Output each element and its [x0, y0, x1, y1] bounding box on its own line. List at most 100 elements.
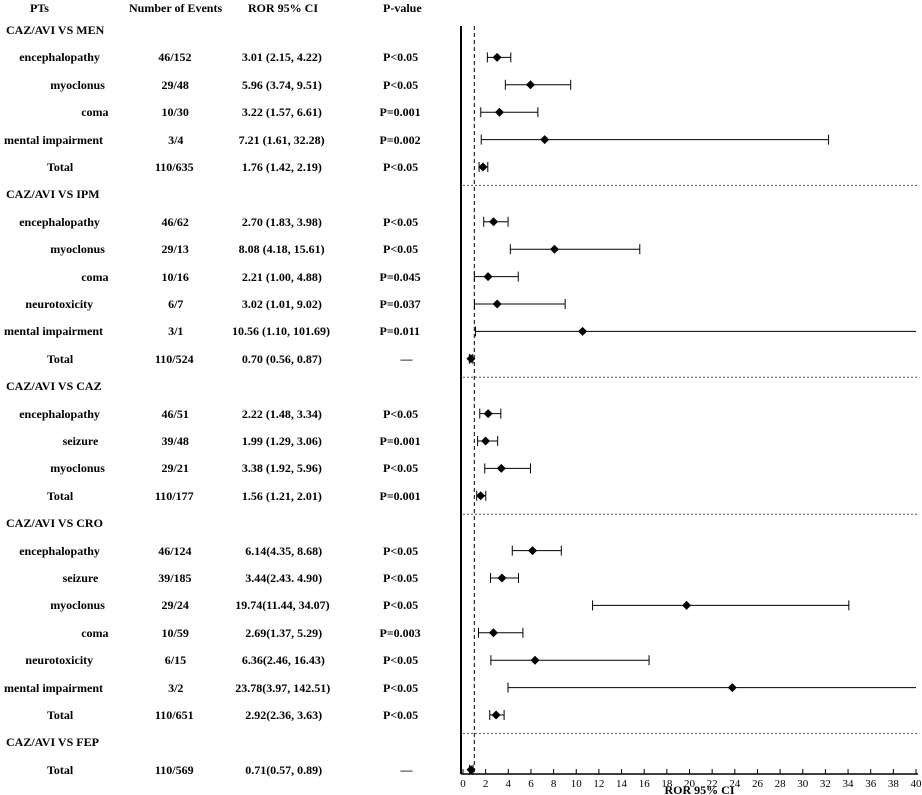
ror-ci-text: 2.21 (1.00, 4.88) [241, 269, 322, 284]
estimate-marker [497, 573, 507, 583]
events-value: 110/524 [154, 351, 194, 366]
pt-label: encephalopathy [19, 543, 100, 558]
ror-ci-text: 3.44(2.43. 4.90) [245, 571, 323, 585]
x-tick-label: 16 [639, 778, 651, 790]
pt-label: encephalopathy [19, 214, 100, 229]
x-tick-label: 36 [865, 778, 877, 790]
estimate-marker [492, 52, 502, 62]
group-title: CAZ/AVI VS CRO [6, 516, 103, 531]
events-value: 29/13 [161, 242, 189, 257]
estimate-marker [727, 683, 737, 693]
p-value: — [400, 351, 413, 366]
pt-label: encephalopathy [19, 50, 100, 65]
p-value: P<0.05 [383, 461, 419, 476]
events-value: 46/152 [158, 50, 192, 65]
ror-ci-text: 1.76 (1.42, 2.19) [241, 160, 322, 174]
header-pts: PTs [30, 1, 49, 15]
events-value: 6/7 [168, 297, 184, 311]
estimate-marker [491, 710, 501, 720]
estimate-marker [466, 354, 476, 364]
pt-label: Total [47, 351, 74, 366]
pt-label: mental impairment [4, 324, 103, 339]
events-value: 29/24 [161, 598, 189, 613]
events-value: 29/48 [161, 77, 189, 92]
p-value: P<0.05 [383, 160, 419, 174]
ror-ci-text: 3.01 (2.15, 4.22) [241, 50, 322, 65]
ror-ci-text: 2.70 (1.83, 3.98) [241, 214, 322, 229]
x-tick-label: 22 [707, 778, 718, 790]
p-value: P=0.001 [379, 488, 421, 503]
x-tick-label: 0 [460, 778, 466, 790]
x-tick-label: 34 [843, 778, 855, 790]
estimate-marker [550, 244, 560, 254]
x-tick-label: 26 [752, 778, 764, 790]
ror-ci-text: 2.92(2.36, 3.63) [245, 708, 323, 722]
x-tick-label: 6 [528, 778, 534, 790]
estimate-marker [492, 299, 502, 309]
x-tick-label: 20 [684, 778, 696, 790]
x-tick-label: 8 [551, 778, 557, 790]
p-value: P<0.05 [383, 214, 419, 229]
x-tick-label: 32 [820, 778, 831, 790]
estimate-marker [540, 135, 550, 145]
ror-ci-text: 5.96 (3.74, 9.51) [241, 77, 322, 92]
events-value: 110/569 [154, 762, 194, 777]
p-value: P<0.05 [383, 571, 419, 585]
p-value: — [400, 762, 413, 777]
ror-ci-text: 3.22 (1.57, 6.61) [241, 105, 322, 120]
p-value: P<0.05 [383, 242, 419, 257]
events-value: 39/48 [161, 434, 189, 448]
group-title: CAZ/AVI VS MEN [6, 23, 105, 37]
p-value: P<0.05 [383, 543, 419, 558]
estimate-marker [525, 80, 535, 90]
events-value: 46/62 [161, 214, 189, 229]
estimate-marker [682, 600, 692, 610]
x-tick-label: 2 [483, 778, 489, 790]
estimate-marker [494, 107, 504, 117]
x-tick-label: 30 [797, 778, 809, 790]
pt-label: encephalopathy [19, 406, 100, 421]
ror-ci-text: 3.38 (1.92, 5.96) [241, 461, 322, 476]
p-value: P=0.011 [379, 324, 421, 339]
forest-table: PTs Number of Events ROR 95% CI P-value … [0, 0, 460, 795]
x-tick-label: 24 [729, 778, 741, 790]
pt-label: mental impairment [4, 680, 103, 695]
p-value: P<0.05 [383, 598, 419, 613]
estimate-marker [578, 326, 588, 336]
pt-label: coma [81, 625, 109, 640]
pt-label: myoclonus [50, 77, 105, 92]
ror-ci-text: 8.08 (4.18, 15.61) [238, 242, 325, 257]
p-value: P=0.002 [379, 132, 421, 147]
header-pvalue: P-value [383, 1, 422, 15]
x-axis-label: ROR 95% CI [664, 783, 734, 795]
pt-label: coma [81, 269, 109, 284]
ror-ci-text: 1.56 (1.21, 2.01) [241, 488, 322, 503]
group-title: CAZ/AVI VS IPM [6, 187, 100, 202]
events-value: 3/1 [168, 324, 184, 339]
ror-ci-text: 2.22 (1.48, 3.34) [241, 406, 322, 421]
estimate-marker [476, 491, 486, 501]
ror-ci-text: 6.14(4.35, 8.68) [245, 543, 323, 558]
pt-label: Total [47, 160, 74, 174]
group-title: CAZ/AVI VS CAZ [6, 379, 102, 394]
header-events: Number of Events [129, 1, 223, 15]
events-value: 110/177 [154, 488, 194, 503]
pt-label: myoclonus [50, 461, 105, 476]
x-tick-label: 40 [911, 778, 922, 790]
p-value: P=0.001 [379, 105, 421, 120]
events-value: 10/30 [161, 105, 189, 120]
estimate-marker [488, 628, 498, 638]
events-value: 39/185 [158, 571, 192, 585]
ror-ci-text: 23.78(3.97, 142.51) [235, 680, 331, 695]
p-value: P<0.05 [383, 77, 419, 92]
x-tick-label: 14 [616, 778, 628, 790]
pt-label: seizure [62, 434, 99, 448]
p-value: P=0.037 [379, 297, 421, 311]
pt-label: myoclonus [50, 598, 105, 613]
ror-ci-text: 7.21 (1.61, 32.28) [238, 132, 325, 147]
pt-label: coma [81, 105, 109, 120]
header-ror: ROR 95% CI [248, 1, 319, 15]
x-tick-label: 4 [506, 778, 512, 790]
p-value: P<0.05 [383, 406, 419, 421]
